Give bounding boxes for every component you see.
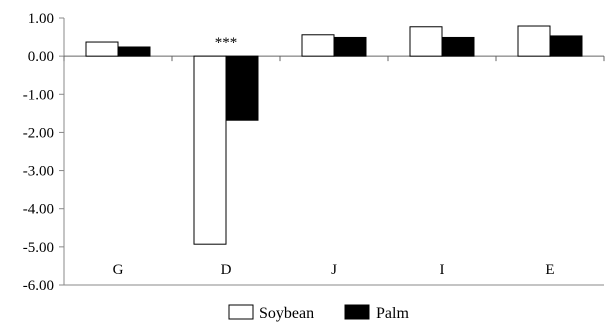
y-tick-label: -1.00 [23,87,54,103]
x-tick-label: D [221,262,232,278]
y-tick-label: 1.00 [28,11,54,27]
bar-soybean-d [193,55,227,245]
x-tick-label: G [113,262,124,278]
y-tick-label: -3.00 [23,164,54,180]
x-tick-label: J [331,262,337,278]
x-tick-label: I [440,262,445,278]
labels-layer: 1.00 0.00 -1.00 -2.00 -3.00 -4.00 -5.00 -6.00 G D… [23,11,555,294]
bar-soybean-j [301,34,335,57]
bar-palm-i [441,36,475,57]
bar-palm-g [117,46,151,57]
legend: Soybean Palm [228,304,409,322]
significance-annotation: *** [215,35,238,51]
y-tick-label: -6.00 [23,278,54,294]
bar-palm-d [225,55,259,121]
bar-palm-e [549,35,583,57]
legend-swatch-palm [344,304,370,320]
y-tick-label: -2.00 [23,125,54,141]
legend-label-palm: Palm [376,305,409,322]
x-tick-label: E [545,262,554,278]
bar-palm-j [333,36,367,57]
bar-soybean-e [517,25,551,57]
y-tick-label: -4.00 [23,202,54,218]
bar-soybean-i [409,26,443,57]
bars-layer [85,25,583,245]
y-tick-label: 0.00 [28,49,54,65]
bar-soybean-g [85,41,119,57]
legend-label-soybean: Soybean [259,305,314,322]
legend-swatch-soybean [228,304,254,320]
y-tick-label: -5.00 [23,240,54,256]
axes-layer [59,17,605,286]
